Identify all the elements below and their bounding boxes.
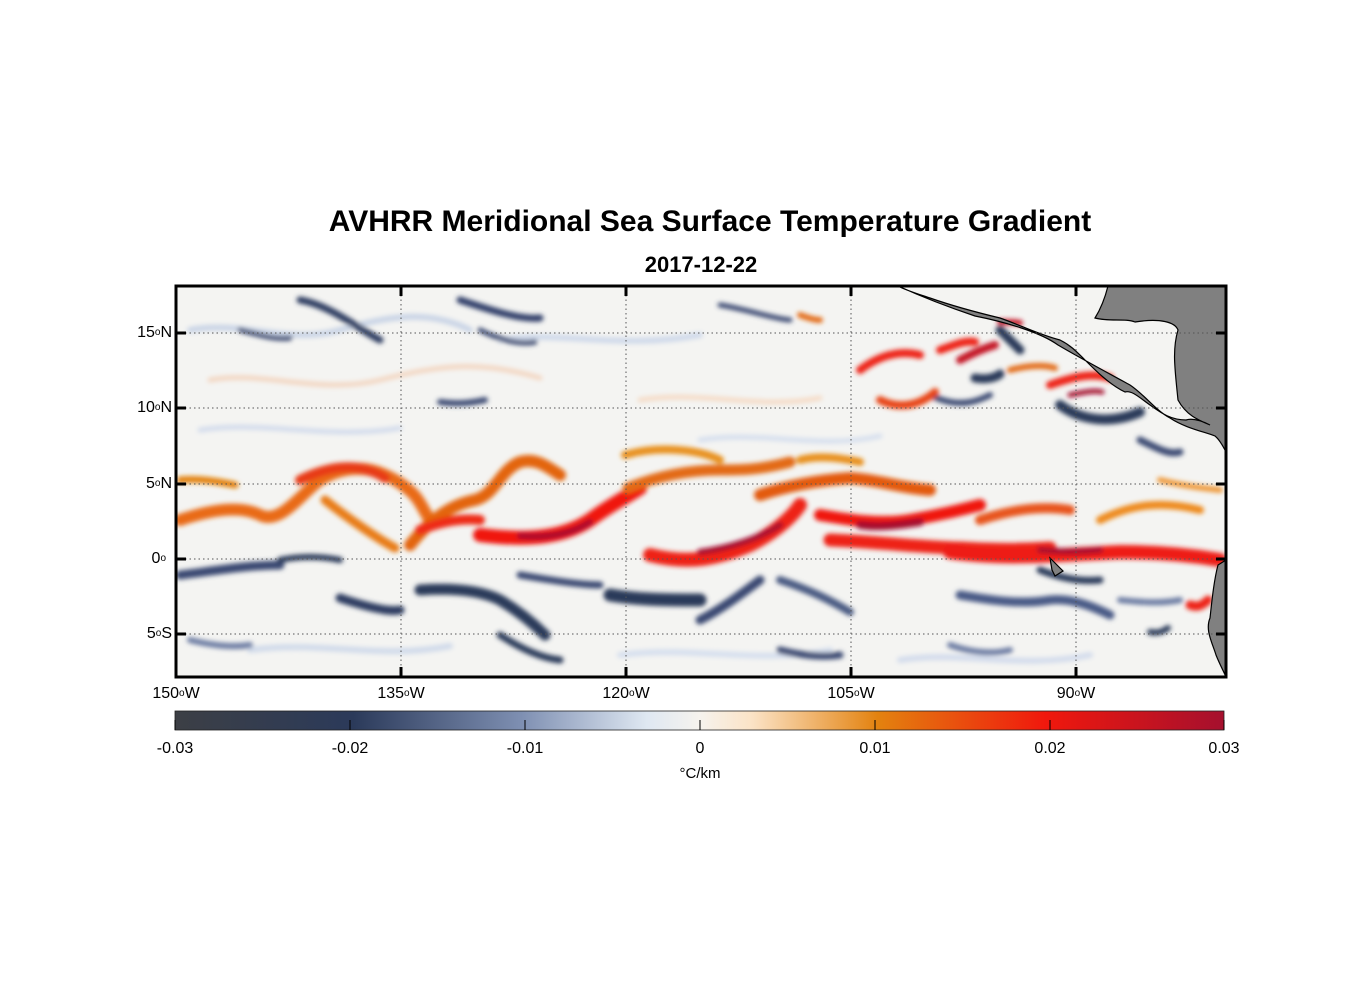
colorbar-label-003: 0.03 <box>1208 740 1240 757</box>
land-mass-south <box>1207 559 1226 677</box>
land-mass <box>897 286 1226 453</box>
lat-label-0: 0o <box>151 550 166 567</box>
map-title: AVHRR Meridional Sea Surface Temperature… <box>328 205 1092 238</box>
colorbar-label-002: 0.02 <box>1034 740 1066 757</box>
lon-label-105w: 105oW <box>827 685 875 702</box>
colorbar-label-neg002: -0.02 <box>331 740 369 757</box>
map-subtitle: 2017-12-22 <box>644 252 758 277</box>
lon-label-120w: 120oW <box>602 685 650 702</box>
colorbar-label-neg003: -0.03 <box>156 740 194 757</box>
colorbar-label-neg001: -0.01 <box>506 740 544 757</box>
colorbar-unit: °C/km <box>679 765 721 782</box>
lon-label-90w: 90oW <box>1056 685 1096 702</box>
colorbar-label-zero: 0 <box>695 740 705 757</box>
lat-label-10n: 10oN <box>137 399 172 416</box>
island <box>1049 556 1064 577</box>
sst-gradient-field <box>176 286 1226 677</box>
map-ticks <box>176 286 1226 677</box>
lon-label-135w: 135oW <box>377 685 425 702</box>
lon-label-150w: 150oW <box>152 685 200 702</box>
map-frame <box>174 284 1228 679</box>
lat-label-5n: 5oN <box>145 475 172 492</box>
colorbar-label-001: 0.01 <box>859 740 891 757</box>
lat-label-5s: 5oS <box>146 625 172 642</box>
lat-label-15n: 15oN <box>137 324 172 341</box>
colorbar-ticks <box>174 720 1225 730</box>
